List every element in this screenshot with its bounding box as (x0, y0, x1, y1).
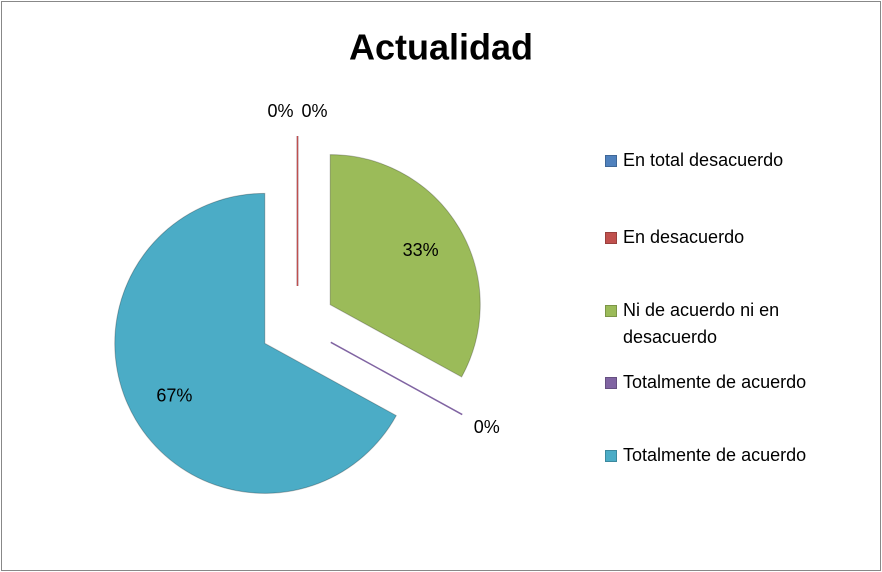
legend-swatch (605, 450, 617, 462)
data-label: 0% (267, 101, 293, 121)
data-label: 67% (156, 386, 192, 406)
legend-swatch (605, 305, 617, 317)
legend-item: En total desacuerdo (605, 147, 855, 174)
data-label: 0% (302, 101, 328, 121)
legend-label: En desacuerdo (623, 227, 745, 247)
legend-item: Totalmente de acuerdo (605, 369, 855, 396)
data-label: 0% (474, 417, 500, 437)
legend-swatch (605, 155, 617, 167)
legend-item: En desacuerdo (605, 224, 855, 251)
legend-item: Totalmente de acuerdo (605, 442, 855, 469)
pie-slice (329, 154, 481, 378)
legend-swatch (605, 377, 617, 389)
legend-swatch (605, 232, 617, 244)
legend-label: Totalmente de acuerdo (623, 372, 807, 392)
pie-slice (330, 341, 463, 416)
pie-slice (114, 192, 397, 494)
data-label: 33% (403, 240, 439, 260)
chart-title: Actualidad (349, 27, 533, 68)
legend-label: En total desacuerdo (623, 150, 784, 170)
legend-item: Ni de acuerdo ni en desacuerdo (605, 297, 855, 351)
legend-label: Ni de acuerdo ni en desacuerdo (623, 300, 780, 347)
legend-label: Totalmente de acuerdo (623, 445, 807, 465)
